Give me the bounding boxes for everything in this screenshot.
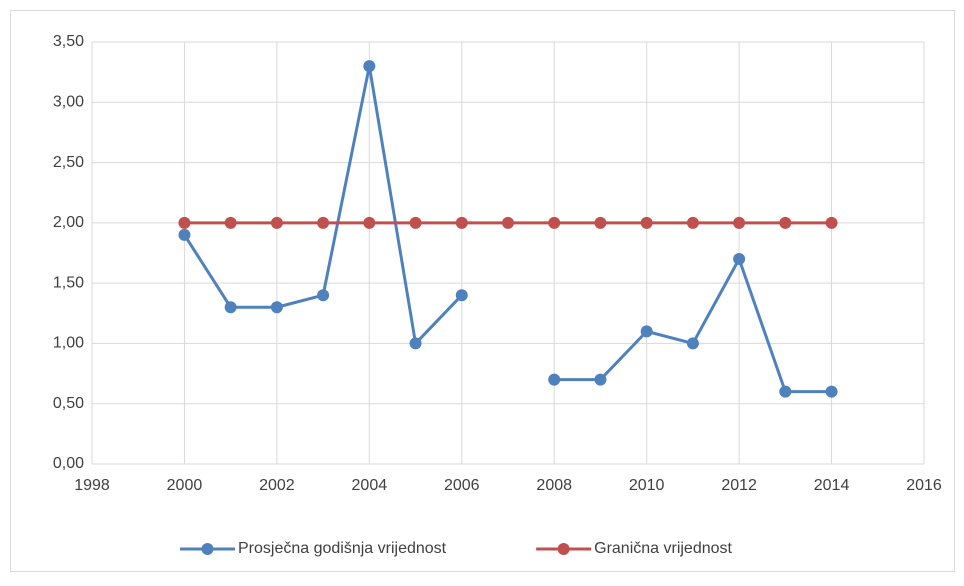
data-point <box>270 216 283 229</box>
x-tick-label: 2010 <box>629 477 665 494</box>
data-point <box>502 216 514 229</box>
y-tick-label: 3,50 <box>53 33 84 50</box>
data-point <box>363 216 376 229</box>
y-tick-label: 2,00 <box>53 214 84 231</box>
data-point <box>733 216 746 229</box>
x-tick-label: 2006 <box>444 477 480 494</box>
data-point <box>594 373 607 386</box>
y-tick-label: 1,00 <box>53 335 84 352</box>
data-point <box>224 216 237 229</box>
data-point <box>455 216 468 229</box>
data-point <box>640 325 653 338</box>
data-point <box>178 216 191 229</box>
x-tick-label: 2000 <box>167 477 203 494</box>
y-tick-label: 2,50 <box>53 154 84 171</box>
x-tick-label: 2012 <box>721 477 757 494</box>
data-point <box>733 253 746 266</box>
data-point <box>548 216 561 229</box>
data-point <box>825 216 838 229</box>
x-tick-label: 1998 <box>74 477 110 494</box>
data-point <box>317 216 330 229</box>
x-tick-label: 2004 <box>352 477 388 494</box>
y-tick-label: 1,50 <box>53 274 84 291</box>
legend-label: Granična vrijednost <box>594 540 732 557</box>
legend-marker <box>201 543 214 555</box>
x-tick-label: 2002 <box>259 477 295 494</box>
y-tick-label: 0,00 <box>53 455 84 472</box>
chart-border <box>10 10 955 572</box>
data-point <box>825 385 838 398</box>
data-point <box>686 216 699 229</box>
data-point <box>455 289 468 302</box>
legend-marker <box>557 543 570 555</box>
x-tick-label: 2014 <box>814 477 850 494</box>
data-point <box>178 228 191 241</box>
data-point <box>224 301 237 314</box>
data-point <box>779 385 792 398</box>
y-tick-label: 0,50 <box>53 395 84 412</box>
data-point <box>594 216 607 229</box>
x-tick-label: 2008 <box>536 477 572 494</box>
data-point <box>779 216 792 229</box>
data-point <box>270 301 283 314</box>
data-point <box>640 216 653 229</box>
x-tick-label: 2016 <box>906 477 942 494</box>
data-point <box>548 373 561 386</box>
data-point <box>317 289 330 302</box>
legend-label: Prosječna godišnja vrijednost <box>238 540 447 557</box>
y-tick-label: 3,00 <box>53 94 84 111</box>
data-point <box>363 60 376 73</box>
data-point <box>686 337 699 350</box>
data-point <box>409 337 422 350</box>
data-point <box>409 216 422 229</box>
